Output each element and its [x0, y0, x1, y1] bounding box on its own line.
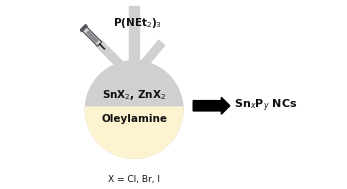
- Text: Sn$_x$P$_y$ NCs: Sn$_x$P$_y$ NCs: [235, 98, 298, 114]
- Polygon shape: [136, 40, 165, 73]
- Polygon shape: [80, 25, 87, 32]
- Text: P(NEt$_2$)$_3$: P(NEt$_2$)$_3$: [113, 16, 162, 30]
- Circle shape: [85, 61, 183, 158]
- Polygon shape: [95, 40, 130, 75]
- FancyBboxPatch shape: [129, 6, 139, 85]
- Polygon shape: [87, 31, 98, 42]
- FancyArrow shape: [193, 97, 230, 114]
- Text: SnX$_2$, ZnX$_2$: SnX$_2$, ZnX$_2$: [102, 88, 166, 101]
- Text: Oleylamine: Oleylamine: [101, 114, 167, 124]
- Text: X = Cl, Br, I: X = Cl, Br, I: [108, 175, 160, 184]
- Polygon shape: [82, 27, 102, 46]
- Polygon shape: [85, 107, 183, 158]
